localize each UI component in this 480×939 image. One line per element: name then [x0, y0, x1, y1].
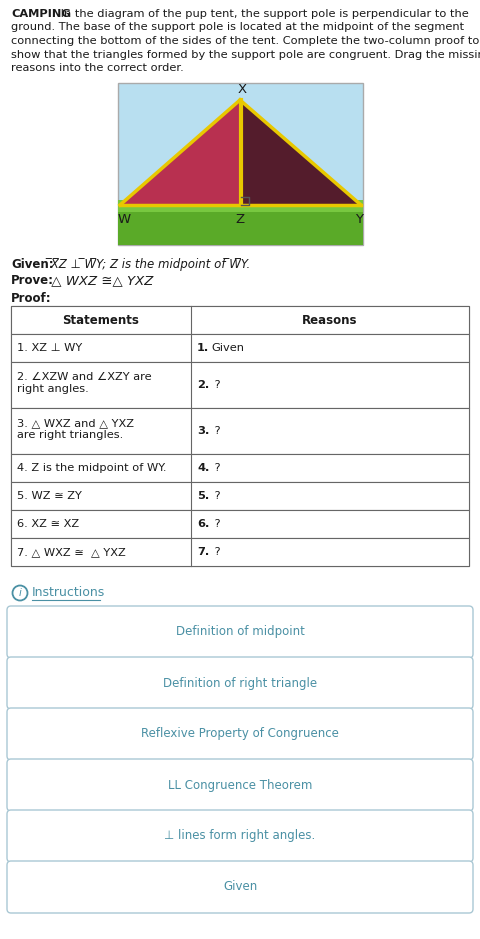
Text: CAMPING: CAMPING	[11, 9, 71, 19]
Text: In the diagram of the pup tent, the support pole is perpendicular to the: In the diagram of the pup tent, the supp…	[57, 9, 469, 19]
Bar	[11, 510, 469, 538]
Text: 1.: 1.	[197, 343, 209, 353]
Text: ?: ?	[211, 380, 221, 390]
Text: 1. XZ ⊥ WY: 1. XZ ⊥ WY	[17, 343, 82, 353]
Polygon shape	[240, 100, 361, 205]
Text: 3.: 3.	[197, 426, 209, 436]
Text: 7. △ WXZ ≅  △ YXZ: 7. △ WXZ ≅ △ YXZ	[17, 547, 126, 557]
Text: 7.: 7.	[197, 547, 209, 557]
FancyBboxPatch shape	[7, 861, 473, 913]
Text: 2.: 2.	[197, 380, 209, 390]
Text: Definition of right triangle: Definition of right triangle	[163, 676, 317, 689]
Text: 4. Z is the midpoint of WY.: 4. Z is the midpoint of WY.	[17, 463, 167, 473]
Text: i: i	[19, 588, 22, 598]
Text: Proof:: Proof:	[11, 292, 52, 305]
Bar	[11, 306, 469, 566]
Text: 2. ∠XZW and ∠XZY are: 2. ∠XZW and ∠XZY are	[17, 372, 152, 382]
Text: LL Congruence Theorem: LL Congruence Theorem	[168, 778, 312, 792]
FancyBboxPatch shape	[7, 606, 473, 658]
Text: Given: Given	[223, 881, 257, 894]
Text: X: X	[238, 83, 247, 96]
Text: Definition of midpoint: Definition of midpoint	[176, 625, 304, 639]
Polygon shape	[120, 100, 240, 205]
FancyBboxPatch shape	[7, 810, 473, 862]
Text: are right triangles.: are right triangles.	[17, 430, 123, 440]
Bar	[118, 200, 363, 245]
Text: Reflexive Property of Congruence: Reflexive Property of Congruence	[141, 728, 339, 741]
Text: ?: ?	[211, 519, 221, 529]
Bar	[11, 454, 469, 482]
Text: 5. WZ ≅ ZY: 5. WZ ≅ ZY	[17, 491, 82, 501]
Text: ground. The base of the support pole is located at the midpoint of the segment: ground. The base of the support pole is …	[11, 23, 464, 33]
Text: △ WXZ ≅△ YXZ: △ WXZ ≅△ YXZ	[47, 274, 154, 287]
Text: ?: ?	[211, 463, 221, 473]
Text: Y: Y	[355, 213, 363, 226]
Text: right angles.: right angles.	[17, 384, 89, 394]
Text: Reasons: Reasons	[302, 314, 358, 327]
Bar	[11, 306, 469, 334]
Bar	[118, 200, 363, 212]
Text: ?: ?	[211, 491, 221, 501]
Bar	[11, 408, 469, 454]
Text: show that the triangles formed by the support pole are congruent. Drag the missi: show that the triangles formed by the su…	[11, 50, 480, 59]
Text: Prove:: Prove:	[11, 274, 54, 287]
Bar	[11, 538, 469, 566]
Bar	[118, 83, 363, 245]
Text: 6.: 6.	[197, 519, 209, 529]
Text: 3. △ WXZ and △ YXZ: 3. △ WXZ and △ YXZ	[17, 418, 134, 428]
Text: connecting the bottom of the sides of the tent. Complete the two-column proof to: connecting the bottom of the sides of th…	[11, 36, 480, 46]
FancyBboxPatch shape	[7, 657, 473, 709]
Bar	[11, 334, 469, 362]
Text: ⊥ lines form right angles.: ⊥ lines form right angles.	[164, 829, 316, 842]
Text: Instructions: Instructions	[32, 587, 105, 599]
FancyBboxPatch shape	[7, 708, 473, 760]
Text: 4.: 4.	[197, 463, 209, 473]
Text: Given:: Given:	[11, 258, 54, 271]
Text: ?: ?	[211, 547, 221, 557]
FancyBboxPatch shape	[7, 759, 473, 811]
Text: ̅X̅Z ⊥ ̅W̅Y; Z is the midpoint of ̅W̅Y.: ̅X̅Z ⊥ ̅W̅Y; Z is the midpoint of ̅W̅Y.	[47, 258, 250, 271]
Text: W: W	[118, 213, 131, 226]
Bar	[11, 362, 469, 408]
Bar	[11, 482, 469, 510]
Text: Z: Z	[235, 213, 244, 226]
Text: Statements: Statements	[62, 314, 139, 327]
Text: 6. XZ ≅ XZ: 6. XZ ≅ XZ	[17, 519, 79, 529]
Text: ?: ?	[211, 426, 221, 436]
Text: Given: Given	[211, 343, 244, 353]
Text: reasons into the correct order.: reasons into the correct order.	[11, 63, 184, 73]
Text: 5.: 5.	[197, 491, 209, 501]
Polygon shape	[240, 100, 361, 205]
